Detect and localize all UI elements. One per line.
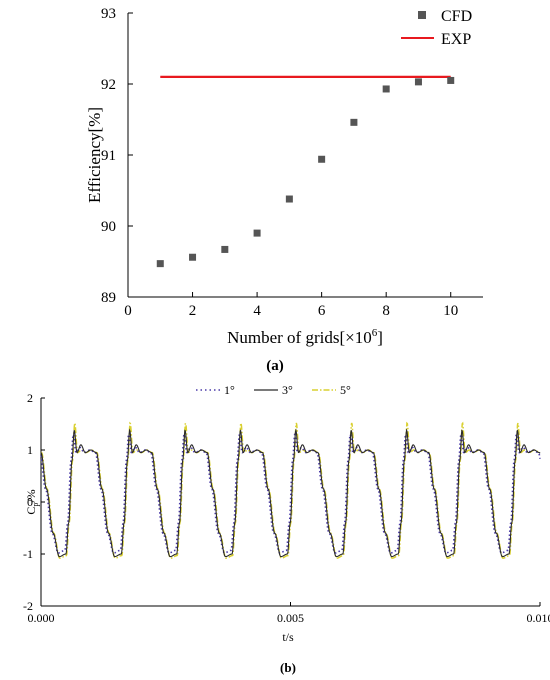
cfd-data-point: [189, 253, 197, 261]
legend-5deg-label: 5°: [340, 383, 351, 397]
panel-b-x-tick-label: 0.010: [527, 611, 550, 625]
cfd-data-point: [156, 260, 164, 268]
panel-b-ticks: 0.000 0.005 0.010 -2 -1 0 1 2: [23, 391, 550, 625]
panel-b-caption: (b): [280, 660, 296, 675]
panel-b-x-axis-label: t/s: [282, 630, 294, 644]
cfd-data-point: [350, 118, 358, 126]
panel-a-y-tick-label: 91: [101, 148, 116, 164]
panel-a-x-tick-label: 10: [443, 303, 458, 319]
panel-a-x-tick-label: 4: [253, 303, 261, 319]
legend-1deg-label: 1°: [224, 383, 235, 397]
cfd-data-point: [253, 229, 261, 237]
cfd-data-point: [221, 245, 229, 253]
cfd-data-point: [447, 76, 455, 84]
panel-b-x-tick-label: 0.000: [28, 611, 55, 625]
panel-a-y-axis-label: Efficiency[%]: [85, 107, 104, 203]
panel-a-x-tick-label: 0: [124, 303, 132, 319]
panel-a-y-tick-label: 90: [101, 219, 116, 235]
legend-3deg-label: 3°: [282, 383, 293, 397]
panel-a-y-tick-label: 92: [101, 77, 116, 93]
legend-exp-label: EXP: [441, 31, 471, 48]
panel-a-x-tick-label: 6: [318, 303, 326, 319]
panel-a-y-tick-label: 89: [101, 290, 116, 306]
panel-a-y-tick-label: 93: [101, 6, 116, 22]
series-dotted-line: [40, 431, 541, 554]
panel-a-caption: (a): [266, 358, 284, 374]
panel-b-pressure-chart: 0.000 0.005 0.010 -2 -1 0 1 2 1° 3° 5° Cp/% t/s…: [23, 383, 550, 675]
panel-b-legend: 1° 3° 5°: [196, 383, 351, 397]
panel-a-marks: [156, 75, 455, 268]
legend-cfd-label: CFD: [441, 8, 472, 25]
panel-b-y-tick-label: 1: [27, 443, 33, 457]
panel-b-y-axis-label: Cp/%: [24, 489, 40, 514]
cfd-data-point: [318, 155, 326, 163]
panel-a-x-axis-label: Number of grids[×106]: [227, 327, 383, 347]
cfd-data-point: [414, 78, 422, 86]
panel-a-x-axis-label-end: ]: [377, 328, 383, 347]
panel-a-ticks: 0 2 4 6 8 10 89 90 91 92 93: [101, 6, 458, 319]
legend-cfd-marker: [418, 11, 426, 19]
panel-b-marks: [40, 421, 541, 559]
panel-b-x-tick-label: 0.005: [277, 611, 304, 625]
panel-b-y-tick-label: 0: [27, 495, 33, 509]
cfd-data-point: [285, 195, 293, 203]
panel-a-x-tick-label: 2: [189, 303, 197, 319]
panel-a-x-tick-label: 8: [382, 303, 390, 319]
panel-a-x-axis-label-main: Number of grids[×10: [227, 328, 372, 347]
panel-b-y-tick-label: 2: [27, 391, 33, 405]
panel-a-x-axis-label-sup: 6: [372, 327, 378, 339]
panel-b-y-axis-label-main: C: [24, 507, 38, 515]
series-solid-line: [40, 428, 541, 558]
panel-b-y-tick-label: -2: [23, 599, 33, 613]
panel-a-axes: [127, 13, 483, 298]
panel-b-y-axis-label-sub: p: [31, 503, 40, 507]
cfd-data-point: [382, 85, 390, 93]
panel-a-legend: CFD EXP: [401, 8, 472, 48]
panel-b-y-tick-label: -1: [23, 547, 33, 561]
panel-b-y-axis-label-end: /%: [24, 489, 38, 502]
